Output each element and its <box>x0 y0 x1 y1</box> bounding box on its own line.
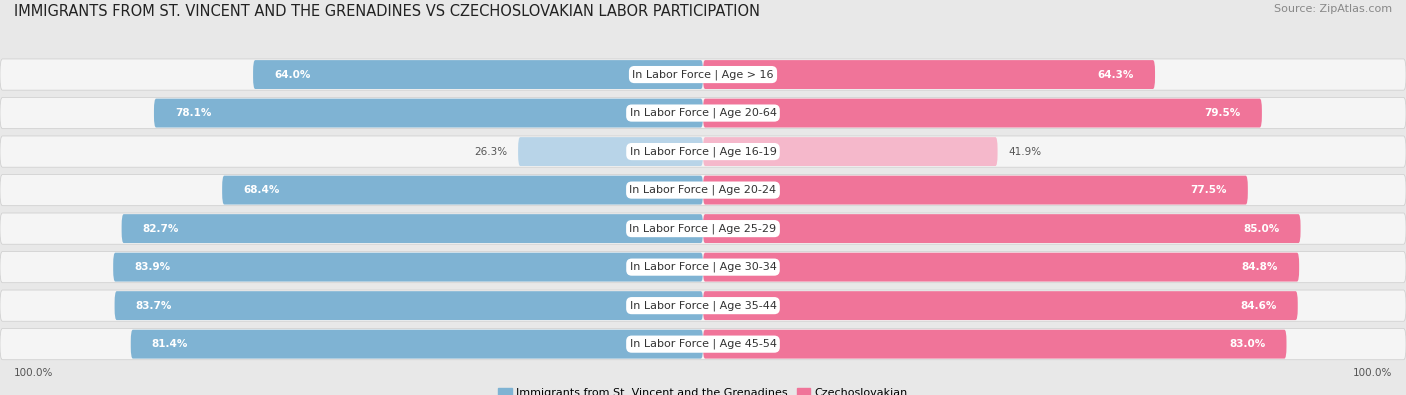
FancyBboxPatch shape <box>0 213 1406 244</box>
Text: 85.0%: 85.0% <box>1243 224 1279 233</box>
FancyBboxPatch shape <box>0 175 1406 206</box>
Text: 81.4%: 81.4% <box>152 339 188 349</box>
FancyBboxPatch shape <box>131 330 703 359</box>
Text: 78.1%: 78.1% <box>176 108 211 118</box>
Text: In Labor Force | Age 45-54: In Labor Force | Age 45-54 <box>630 339 776 350</box>
FancyBboxPatch shape <box>121 214 703 243</box>
FancyBboxPatch shape <box>703 291 1298 320</box>
FancyBboxPatch shape <box>703 330 1286 359</box>
FancyBboxPatch shape <box>703 99 1263 128</box>
Text: 82.7%: 82.7% <box>142 224 179 233</box>
Text: 64.0%: 64.0% <box>274 70 311 79</box>
Legend: Immigrants from St. Vincent and the Grenadines, Czechoslovakian: Immigrants from St. Vincent and the Gren… <box>498 388 908 395</box>
Text: 41.9%: 41.9% <box>1008 147 1042 156</box>
Text: In Labor Force | Age 25-29: In Labor Force | Age 25-29 <box>630 223 776 234</box>
Text: 77.5%: 77.5% <box>1191 185 1227 195</box>
Text: 68.4%: 68.4% <box>243 185 280 195</box>
FancyBboxPatch shape <box>112 253 703 282</box>
FancyBboxPatch shape <box>0 329 1406 360</box>
FancyBboxPatch shape <box>253 60 703 89</box>
FancyBboxPatch shape <box>114 291 703 320</box>
FancyBboxPatch shape <box>155 99 703 128</box>
Text: 26.3%: 26.3% <box>474 147 508 156</box>
Text: In Labor Force | Age 20-24: In Labor Force | Age 20-24 <box>630 185 776 196</box>
Text: 84.6%: 84.6% <box>1240 301 1277 310</box>
Text: 64.3%: 64.3% <box>1098 70 1135 79</box>
FancyBboxPatch shape <box>0 136 1406 167</box>
FancyBboxPatch shape <box>0 98 1406 129</box>
Text: 83.7%: 83.7% <box>135 301 172 310</box>
Text: 79.5%: 79.5% <box>1205 108 1241 118</box>
FancyBboxPatch shape <box>703 137 998 166</box>
Text: In Labor Force | Age 35-44: In Labor Force | Age 35-44 <box>630 300 776 311</box>
FancyBboxPatch shape <box>517 137 703 166</box>
FancyBboxPatch shape <box>0 59 1406 90</box>
FancyBboxPatch shape <box>0 290 1406 321</box>
FancyBboxPatch shape <box>222 176 703 205</box>
FancyBboxPatch shape <box>703 60 1156 89</box>
Text: In Labor Force | Age 30-34: In Labor Force | Age 30-34 <box>630 262 776 273</box>
FancyBboxPatch shape <box>703 253 1299 282</box>
Text: IMMIGRANTS FROM ST. VINCENT AND THE GRENADINES VS CZECHOSLOVAKIAN LABOR PARTICIP: IMMIGRANTS FROM ST. VINCENT AND THE GREN… <box>14 4 761 19</box>
Text: In Labor Force | Age > 16: In Labor Force | Age > 16 <box>633 69 773 80</box>
Text: 100.0%: 100.0% <box>14 368 53 378</box>
Text: 83.9%: 83.9% <box>134 262 170 272</box>
Text: 84.8%: 84.8% <box>1241 262 1278 272</box>
Text: In Labor Force | Age 20-64: In Labor Force | Age 20-64 <box>630 108 776 118</box>
Text: 100.0%: 100.0% <box>1353 368 1392 378</box>
FancyBboxPatch shape <box>703 214 1301 243</box>
Text: Source: ZipAtlas.com: Source: ZipAtlas.com <box>1274 4 1392 14</box>
FancyBboxPatch shape <box>703 176 1249 205</box>
Text: 83.0%: 83.0% <box>1229 339 1265 349</box>
FancyBboxPatch shape <box>0 252 1406 283</box>
Text: In Labor Force | Age 16-19: In Labor Force | Age 16-19 <box>630 146 776 157</box>
